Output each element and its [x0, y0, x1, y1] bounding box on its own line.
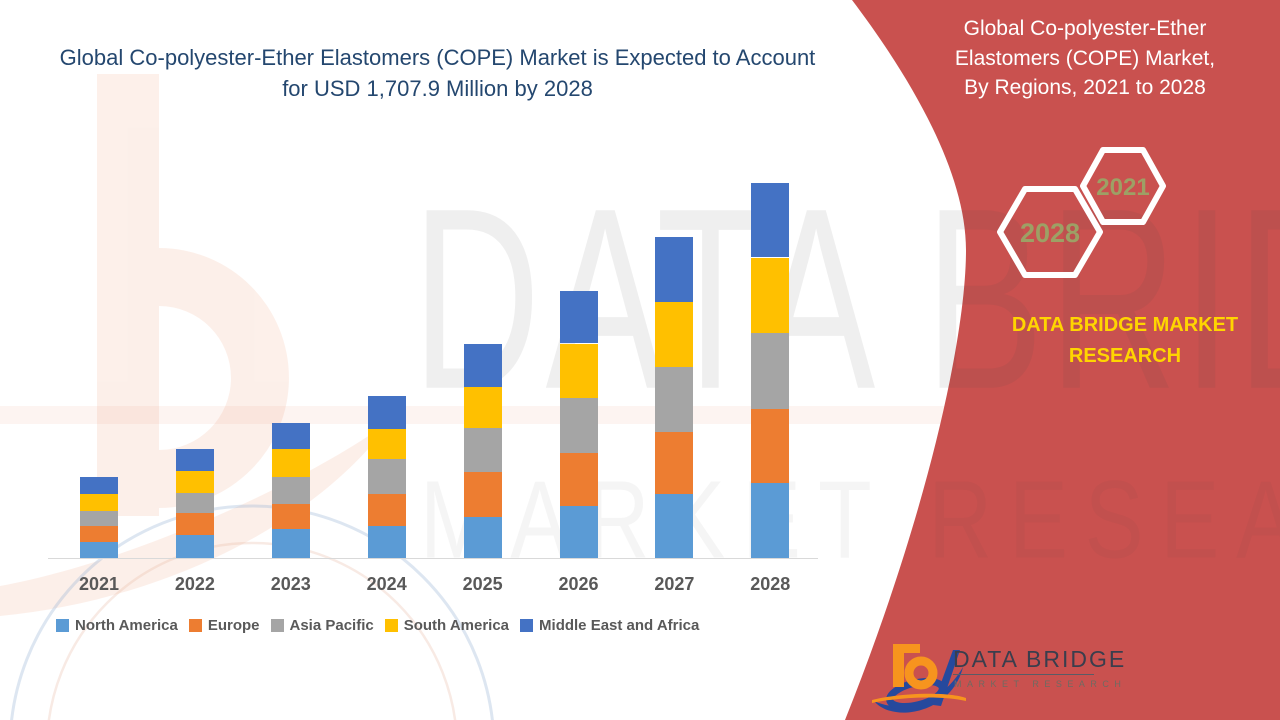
x-axis-label: 2026: [558, 574, 599, 594]
brand-text: DATA BRIDGE MARKET RESEARCH: [975, 310, 1275, 372]
chart-legend: North America Europe Asia Pacific South Ame…: [56, 617, 699, 634]
brand-text-line2: RESEARCH: [1068, 345, 1182, 367]
bar-segment: [751, 183, 790, 258]
chart-title-line2: for USD 1,707.9 Million by 2028: [282, 76, 593, 101]
side-panel-title-line1: Global Co-polyester-Ether: [963, 17, 1207, 40]
bar-segment: [271, 422, 310, 449]
x-axis-label: 2024: [366, 574, 407, 594]
chart-title-line1: Global Co-polyester-Ether Elastomers (CO…: [59, 45, 816, 70]
legend-item: Asia Pacific: [270, 617, 374, 634]
legend-label: North America: [75, 617, 178, 634]
side-panel-title-line2: Elastomers (COPE) Market,: [954, 46, 1216, 70]
logo-divider: [953, 674, 1094, 675]
logo-tagline: MARKET RESEARCH: [954, 679, 1127, 689]
legend-swatch: [56, 619, 69, 632]
bar-segment: [463, 517, 502, 558]
bar-segment: [367, 429, 406, 460]
x-axis-label: 2027: [654, 574, 695, 594]
bar-segment: [655, 366, 694, 433]
legend-item: Europe: [188, 617, 260, 634]
bar-segment: [559, 397, 598, 453]
bar-segment: [655, 302, 694, 367]
bar-segment: [271, 529, 310, 558]
bar-segment: [175, 471, 214, 493]
bar-segment: [655, 432, 694, 495]
bar-segment: [559, 291, 598, 344]
bar-segment: [271, 477, 310, 505]
bar-segment: [751, 409, 790, 484]
bar-segment: [559, 506, 598, 558]
bar-segment: [80, 542, 118, 558]
chart-title: Global Co-polyester-Ether Elastomers (CO…: [15, 42, 860, 104]
bar-segment: [559, 453, 598, 507]
bar-segment: [559, 343, 598, 398]
side-panel-title: Global Co-polyester-Ether Elastomers (CO…: [925, 14, 1245, 103]
bar-segment: [367, 526, 406, 558]
legend-swatch: [384, 619, 398, 632]
x-axis-line: [48, 558, 818, 559]
x-axis-label: 2021: [78, 574, 120, 594]
legend-swatch: [270, 619, 284, 632]
legend-label: Asia Pacific: [289, 617, 374, 634]
bar-segment: [80, 477, 118, 494]
bar-segment: [367, 459, 406, 494]
bar-segment: [175, 512, 214, 536]
bar-segment: [80, 510, 118, 527]
bar-segment: [655, 494, 694, 558]
bar-segment: [751, 483, 790, 558]
bar-segment: [655, 237, 694, 303]
bar-segment: [271, 504, 310, 530]
bar-segment: [271, 449, 310, 478]
legend-swatch: [520, 619, 534, 632]
bar-segment: [751, 257, 790, 334]
bar-segment: [463, 344, 502, 388]
bar-segment: [175, 535, 214, 558]
legend-swatch: [188, 619, 202, 632]
legend-label: Europe: [207, 617, 260, 634]
legend-item: North America: [56, 617, 178, 634]
bar-segment: [175, 449, 214, 472]
bar-segment: [367, 396, 406, 430]
legend-item: Middle East and Africa: [520, 617, 699, 634]
bar-segment: [751, 333, 790, 410]
side-panel-title-line3: By Regions, 2021 to 2028: [964, 76, 1206, 99]
legend-label: South America: [403, 617, 510, 634]
legend-label: Middle East and Africa: [539, 617, 700, 634]
legend-item: South America: [384, 617, 510, 634]
logo-wordmark: DATA BRIDGE: [953, 646, 1127, 672]
x-axis-label: 2023: [270, 574, 311, 594]
bar-segment: [175, 492, 214, 513]
bar-segment: [80, 494, 118, 511]
x-axis-label: 2022: [174, 574, 215, 594]
brand-text-line1: DATA BRIDGE MARKET: [1011, 314, 1239, 336]
x-axis-label: 2028: [750, 574, 791, 594]
bar-segment: [80, 526, 118, 543]
bar-segment: [367, 493, 406, 527]
x-axis-label: 2025: [462, 574, 503, 594]
bar-segment: [463, 387, 502, 429]
bar-segment: [463, 428, 502, 472]
bar-segment: [463, 471, 502, 517]
